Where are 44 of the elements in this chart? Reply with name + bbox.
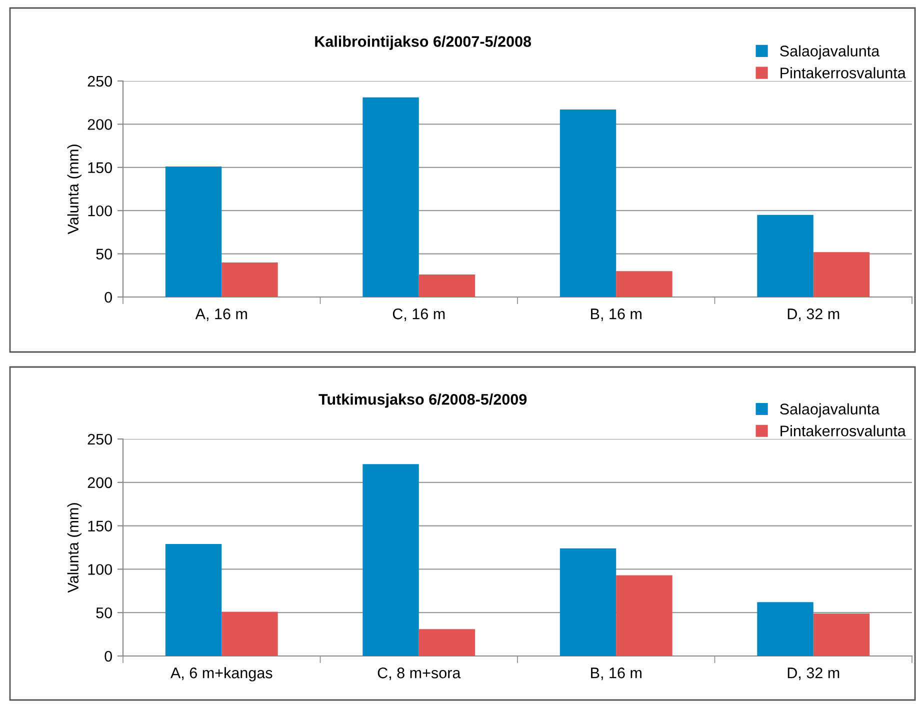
y-tick-label: 0 — [104, 292, 112, 303]
x-tick-label: D, 32 m — [788, 668, 840, 680]
y-tick-label: 150 — [88, 520, 112, 532]
y-axis-title: Valunta (mm) — [67, 503, 82, 593]
bar — [165, 544, 222, 656]
y-axis-title: Valunta (mm) — [67, 144, 82, 234]
bar — [560, 548, 616, 656]
bar — [560, 110, 616, 297]
bar — [418, 274, 476, 297]
x-tick-label: A, 16 m — [195, 308, 247, 322]
bar — [165, 166, 222, 297]
bar — [813, 613, 870, 656]
bar — [362, 464, 419, 656]
y-tick-label: 250 — [88, 76, 112, 87]
bar — [813, 252, 870, 297]
x-tick-label: C, 16 m — [392, 308, 445, 322]
legend-label: Pintakerrosvalunta — [780, 67, 906, 78]
y-tick-label: 0 — [104, 650, 112, 662]
legend-label: Salaojavalunta — [780, 403, 880, 418]
bar — [362, 97, 419, 297]
y-tick-label: 50 — [96, 248, 112, 260]
legend-label: Pintakerrosvalunta — [780, 425, 906, 436]
bar — [757, 214, 814, 297]
chart-title: Tutkimusjakso 6/2008-5/2009 — [318, 394, 527, 408]
bar — [616, 575, 672, 656]
y-tick-label: 100 — [88, 564, 112, 575]
y-tick-label: 50 — [96, 607, 112, 618]
x-tick-label: D, 32 m — [788, 308, 840, 322]
bar — [222, 262, 278, 297]
chart-title: Kalibrointijakso 6/2007-5/2008 — [315, 36, 532, 50]
bar — [418, 629, 476, 656]
y-tick-label: 200 — [88, 477, 112, 488]
y-tick-label: 150 — [88, 162, 112, 174]
x-tick-label: C, 8 m+sora — [378, 668, 461, 680]
legend-label: Salaojavalunta — [780, 45, 880, 60]
y-tick-label: 100 — [88, 205, 112, 216]
x-tick-label: B, 16 m — [591, 308, 642, 322]
y-tick-label: 250 — [88, 434, 112, 445]
x-tick-label: A, 6 m+kangas — [170, 667, 272, 682]
bar — [757, 602, 814, 656]
x-tick-label: B, 16 m — [591, 668, 642, 680]
bar — [222, 612, 278, 656]
bar — [616, 271, 672, 297]
y-tick-label: 200 — [88, 119, 112, 130]
